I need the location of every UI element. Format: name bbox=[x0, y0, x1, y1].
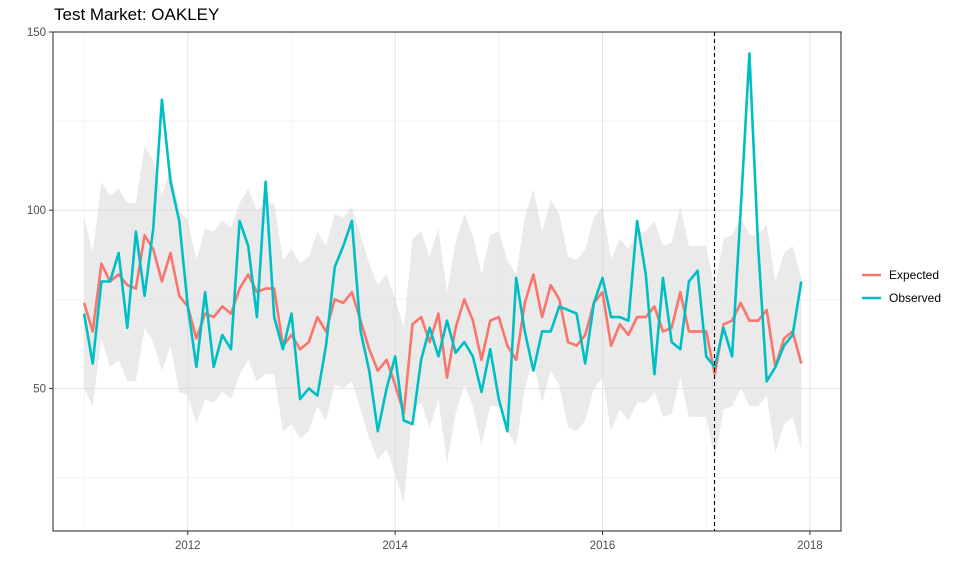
series-line-expected bbox=[82, 233, 803, 415]
y-tick-label: 50 bbox=[33, 383, 46, 395]
x-tick-label: 2014 bbox=[382, 540, 408, 552]
legend-label-expected: Expected bbox=[889, 268, 939, 282]
x-tick-label: 2018 bbox=[797, 540, 823, 552]
legend-label-observed: Observed bbox=[889, 291, 941, 305]
series-line-observed bbox=[82, 52, 803, 433]
x-tick-label: 2012 bbox=[175, 540, 201, 552]
x-tick-label: 2016 bbox=[590, 540, 616, 552]
y-tick-label: 150 bbox=[27, 27, 46, 39]
y-tick-label: 100 bbox=[27, 205, 46, 217]
chart-title: Test Market: OAKLEY bbox=[54, 5, 220, 24]
panel-border bbox=[52, 31, 842, 532]
